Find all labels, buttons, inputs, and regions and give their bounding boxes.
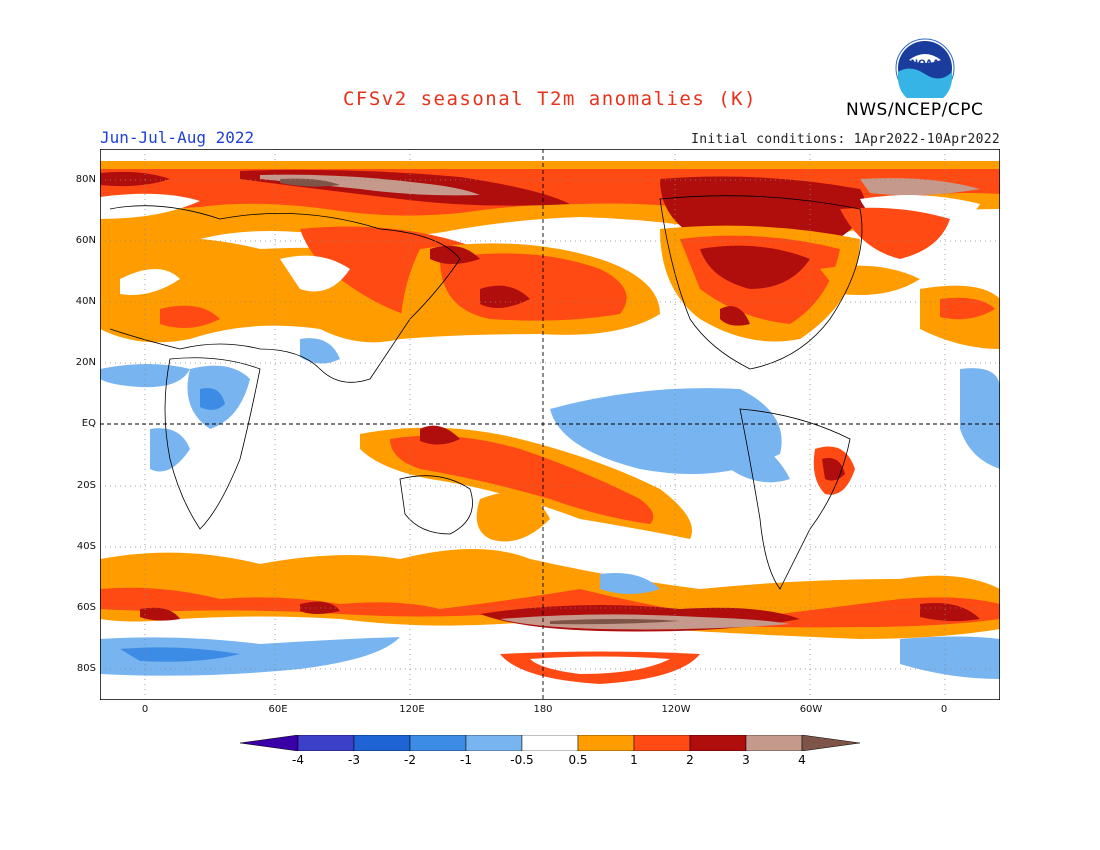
lon-label: 180 bbox=[533, 704, 553, 715]
tropical-pacific-cold-region bbox=[100, 338, 1000, 483]
lon-label: 120E bbox=[399, 704, 425, 715]
colorbar-label: -0.5 bbox=[510, 753, 534, 767]
colorbar-label: -1 bbox=[460, 753, 472, 767]
lat-label: 80N bbox=[75, 174, 96, 185]
north-pacific-warm-region bbox=[400, 243, 660, 339]
colorbar-label: 4 bbox=[798, 753, 806, 767]
colorbar-swatch bbox=[745, 735, 803, 751]
colorbar-swatch bbox=[297, 735, 355, 751]
logo-text: NOAA bbox=[911, 59, 940, 69]
lat-label: 20S bbox=[76, 480, 96, 491]
organization-label: NWS/NCEP/CPC bbox=[846, 100, 984, 120]
lon-label: 120W bbox=[661, 704, 691, 715]
equator-dateline bbox=[100, 149, 1000, 700]
colorbar-swatch bbox=[633, 735, 691, 751]
lat-label: 60N bbox=[75, 235, 96, 246]
lat-label: 20N bbox=[75, 357, 96, 368]
lat-label: 40N bbox=[75, 296, 96, 307]
southern-ocean-warm-band bbox=[100, 549, 1000, 639]
colorbar-label: -4 bbox=[292, 753, 304, 767]
initial-conditions-label: Initial conditions: 1Apr2022-10Apr2022 bbox=[691, 132, 1000, 147]
anomaly-map bbox=[100, 149, 1000, 700]
colorbar-swatch bbox=[353, 735, 411, 751]
colorbar-swatch bbox=[465, 735, 523, 751]
colorbar-label: -3 bbox=[348, 753, 360, 767]
colorbar-swatch bbox=[689, 735, 747, 751]
coastlines bbox=[109, 195, 863, 590]
lon-label: 60W bbox=[799, 704, 823, 715]
south-pacific-warm-region bbox=[360, 425, 855, 542]
colorbar-swatch bbox=[521, 735, 579, 751]
lat-label: 60S bbox=[76, 602, 96, 613]
lon-label: 60E bbox=[268, 704, 288, 715]
lat-label: 40S bbox=[76, 541, 96, 552]
colorbar-arrow-right bbox=[801, 735, 860, 751]
colorbar bbox=[240, 735, 860, 751]
map-title: CFSv2 seasonal T2m anomalies (K) bbox=[342, 88, 758, 110]
colorbar-swatch bbox=[577, 735, 635, 751]
graticule bbox=[100, 149, 1000, 700]
colorbar-arrow-left bbox=[240, 735, 299, 751]
period-label: Jun-Jul-Aug 2022 bbox=[100, 128, 255, 147]
colorbar-label: 1 bbox=[630, 753, 638, 767]
lat-label: EQ bbox=[81, 418, 96, 429]
colorbar-label: 0.5 bbox=[568, 753, 588, 767]
colorbar-label: 3 bbox=[742, 753, 750, 767]
colorbar-label: -2 bbox=[404, 753, 416, 767]
lon-label: 0 bbox=[940, 704, 948, 715]
noaa-logo-icon: NOAA bbox=[895, 38, 955, 98]
lon-label: 0 bbox=[141, 704, 149, 715]
arctic-warm-band bbox=[100, 161, 1000, 253]
colorbar-swatch bbox=[409, 735, 467, 751]
antarctica-region bbox=[100, 632, 1000, 700]
lat-label: 80S bbox=[76, 663, 96, 674]
colorbar-label: 2 bbox=[686, 753, 694, 767]
